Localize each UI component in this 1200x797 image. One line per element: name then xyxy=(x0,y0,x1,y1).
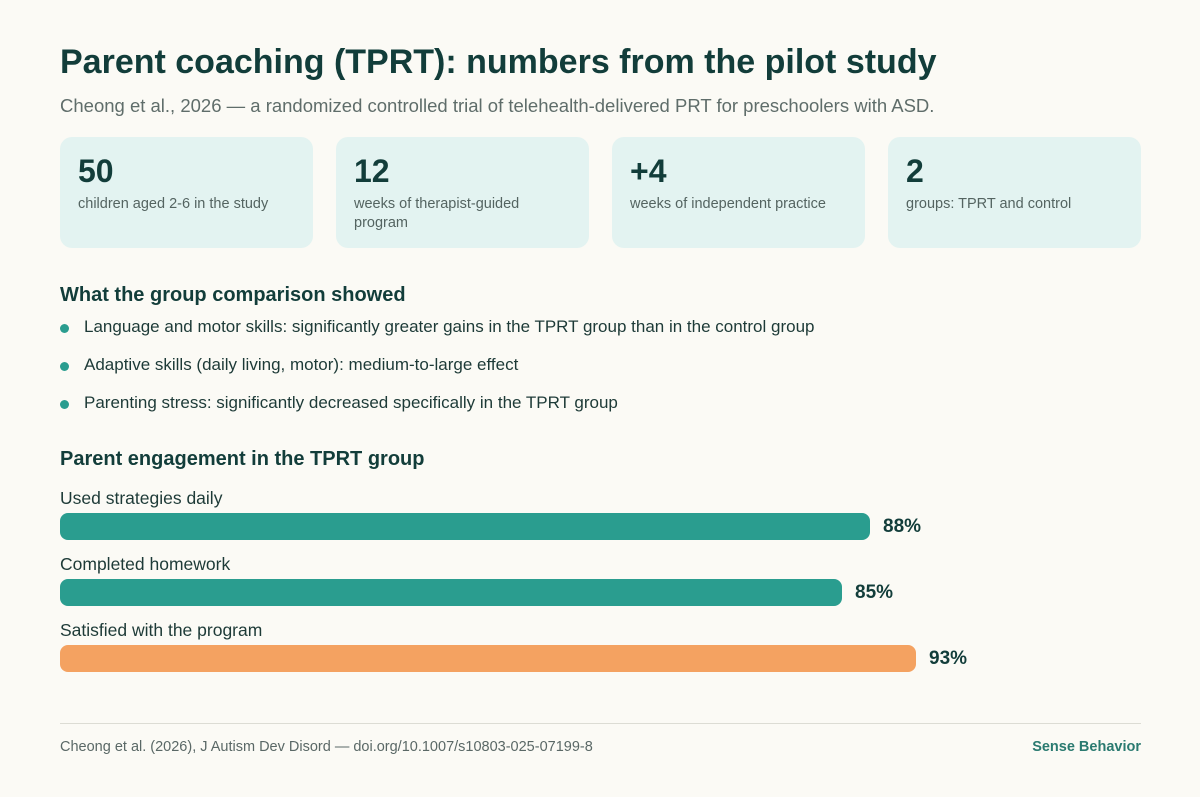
bar-value-label: 85% xyxy=(855,582,894,603)
stat-card-participants: 50 children aged 2-6 in the study xyxy=(60,137,313,248)
bar-row: Satisfied with the program 93% xyxy=(60,619,1141,685)
footer-brand: Sense Behavior xyxy=(1032,739,1141,755)
stat-label: children aged 2-6 in the study xyxy=(78,196,269,212)
finding-text: Language and motor skills: significantly… xyxy=(84,317,815,336)
bar-value-label: 88% xyxy=(883,516,922,537)
bar-completed-homework xyxy=(60,579,842,606)
bullet-dot-icon xyxy=(60,324,69,333)
bullet-dot-icon xyxy=(60,400,69,409)
bullet-dot-icon xyxy=(60,362,69,371)
bar-label: Satisfied with the program xyxy=(60,620,263,640)
stat-label: weeks of therapist-guided program xyxy=(354,196,520,231)
bar-track: 85% xyxy=(60,579,980,606)
bar-used-strategies-daily xyxy=(60,513,870,540)
stat-card-guided-weeks: 12 weeks of therapist-guided program xyxy=(336,137,589,248)
findings-heading: What the group comparison showed xyxy=(60,284,406,306)
footer-source: Cheong et al. (2026), J Autism Dev Disor… xyxy=(60,739,593,755)
finding-text: Adaptive skills (daily living, motor): m… xyxy=(84,355,519,374)
stat-cards: 50 children aged 2-6 in the study 12 wee… xyxy=(60,137,1141,248)
stat-value: 2 xyxy=(906,153,924,189)
findings-list: Language and motor skills: significantly… xyxy=(60,316,815,430)
bar-label: Used strategies daily xyxy=(60,488,223,508)
stat-label: groups: TPRT and control xyxy=(906,196,1072,212)
stat-value: 12 xyxy=(354,153,390,189)
stat-card-groups: 2 groups: TPRT and control xyxy=(888,137,1141,248)
stat-card-independent-weeks: +4 weeks of independent practice xyxy=(612,137,865,248)
bar-satisfied-with-program xyxy=(60,645,916,672)
page-title: Parent coaching (TPRT): numbers from the… xyxy=(60,43,937,81)
finding-text: Parenting stress: significantly decrease… xyxy=(84,393,618,412)
stat-label: weeks of independent practice xyxy=(630,196,826,212)
engagement-heading: Parent engagement in the TPRT group xyxy=(60,448,425,470)
list-item: Language and motor skills: significantly… xyxy=(60,316,815,354)
bar-track: 93% xyxy=(60,645,980,672)
bar-row: Completed homework 85% xyxy=(60,553,1141,619)
list-item: Parenting stress: significantly decrease… xyxy=(60,392,815,430)
stat-value: 50 xyxy=(78,153,114,189)
engagement-bar-chart: Used strategies daily 88% Completed home… xyxy=(60,487,1141,685)
bar-value-label: 93% xyxy=(929,648,968,669)
list-item: Adaptive skills (daily living, motor): m… xyxy=(60,354,815,392)
page-subtitle: Cheong et al., 2026 — a randomized contr… xyxy=(60,95,935,116)
bar-track: 88% xyxy=(60,513,980,540)
bar-row: Used strategies daily 88% xyxy=(60,487,1141,553)
bar-label: Completed homework xyxy=(60,554,231,574)
stat-value: +4 xyxy=(630,153,667,189)
footer-divider xyxy=(60,723,1141,724)
